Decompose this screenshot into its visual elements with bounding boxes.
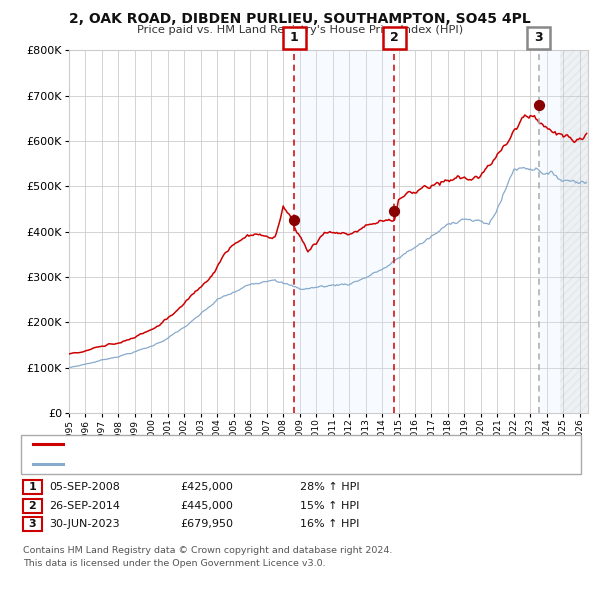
- Text: 2: 2: [29, 501, 36, 510]
- Text: This data is licensed under the Open Government Licence v3.0.: This data is licensed under the Open Gov…: [23, 559, 325, 568]
- Text: 1: 1: [29, 483, 36, 492]
- Text: 28% ↑ HPI: 28% ↑ HPI: [300, 483, 359, 492]
- Text: £679,950: £679,950: [180, 519, 233, 529]
- Text: Contains HM Land Registry data © Crown copyright and database right 2024.: Contains HM Land Registry data © Crown c…: [23, 546, 392, 555]
- Point: [290, 215, 299, 225]
- Text: £445,000: £445,000: [180, 501, 233, 510]
- Text: 30-JUN-2023: 30-JUN-2023: [49, 519, 120, 529]
- Text: 16% ↑ HPI: 16% ↑ HPI: [300, 519, 359, 529]
- Text: 2, OAK ROAD, DIBDEN PURLIEU, SOUTHAMPTON, SO45 4PL: 2, OAK ROAD, DIBDEN PURLIEU, SOUTHAMPTON…: [69, 12, 531, 26]
- Text: 3: 3: [29, 519, 36, 529]
- Bar: [560, 50, 588, 413]
- Point: [389, 206, 399, 216]
- Point: [534, 100, 544, 109]
- Text: 2: 2: [390, 31, 398, 44]
- Text: £425,000: £425,000: [180, 483, 233, 492]
- Text: 1: 1: [290, 31, 299, 44]
- Text: 15% ↑ HPI: 15% ↑ HPI: [300, 501, 359, 510]
- Bar: [295, 50, 394, 413]
- Text: 2, OAK ROAD, DIBDEN PURLIEU, SOUTHAMPTON, SO45 4PL (detached house): 2, OAK ROAD, DIBDEN PURLIEU, SOUTHAMPTON…: [67, 440, 458, 449]
- Text: 26-SEP-2014: 26-SEP-2014: [49, 501, 120, 510]
- Text: 05-SEP-2008: 05-SEP-2008: [49, 483, 120, 492]
- Text: 3: 3: [534, 31, 543, 44]
- Text: HPI: Average price, detached house, New Forest: HPI: Average price, detached house, New …: [67, 459, 310, 468]
- Bar: [539, 50, 588, 413]
- Text: Price paid vs. HM Land Registry's House Price Index (HPI): Price paid vs. HM Land Registry's House …: [137, 25, 463, 35]
